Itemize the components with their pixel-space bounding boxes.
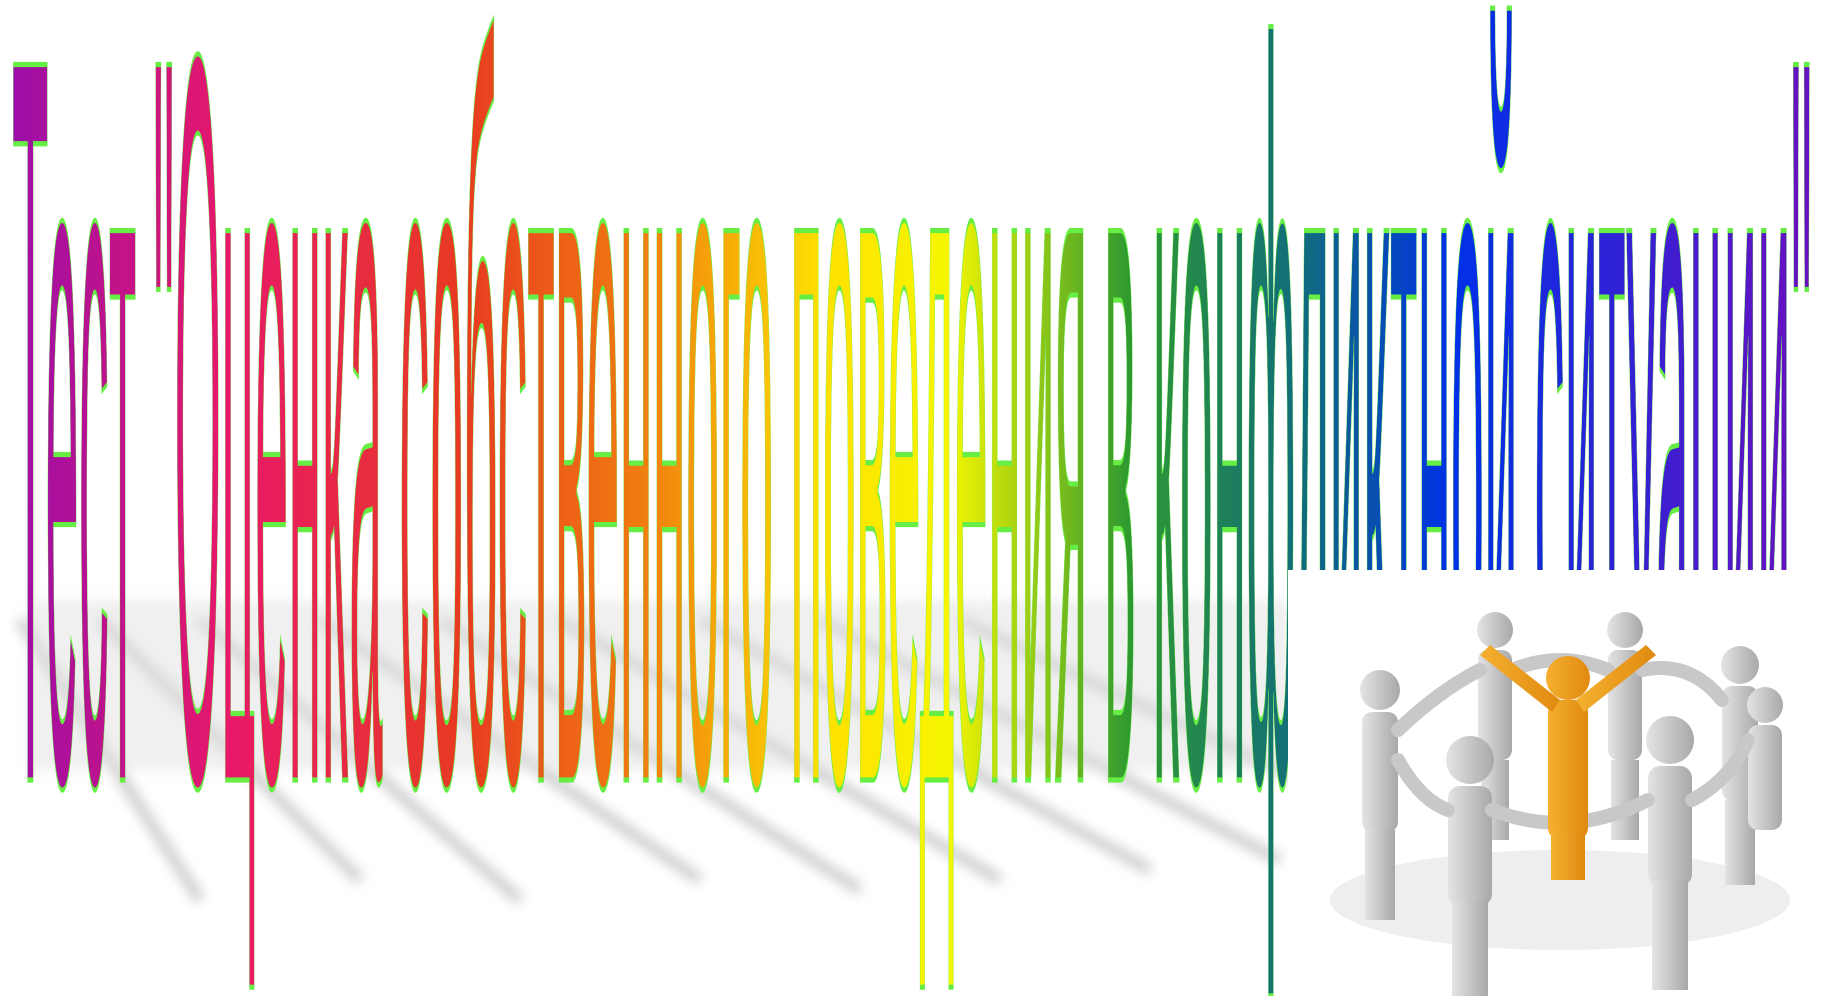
- people-picture: [1288, 570, 1825, 996]
- shadow-streaks: [15, 600, 1303, 904]
- orange-figure: [1480, 645, 1656, 880]
